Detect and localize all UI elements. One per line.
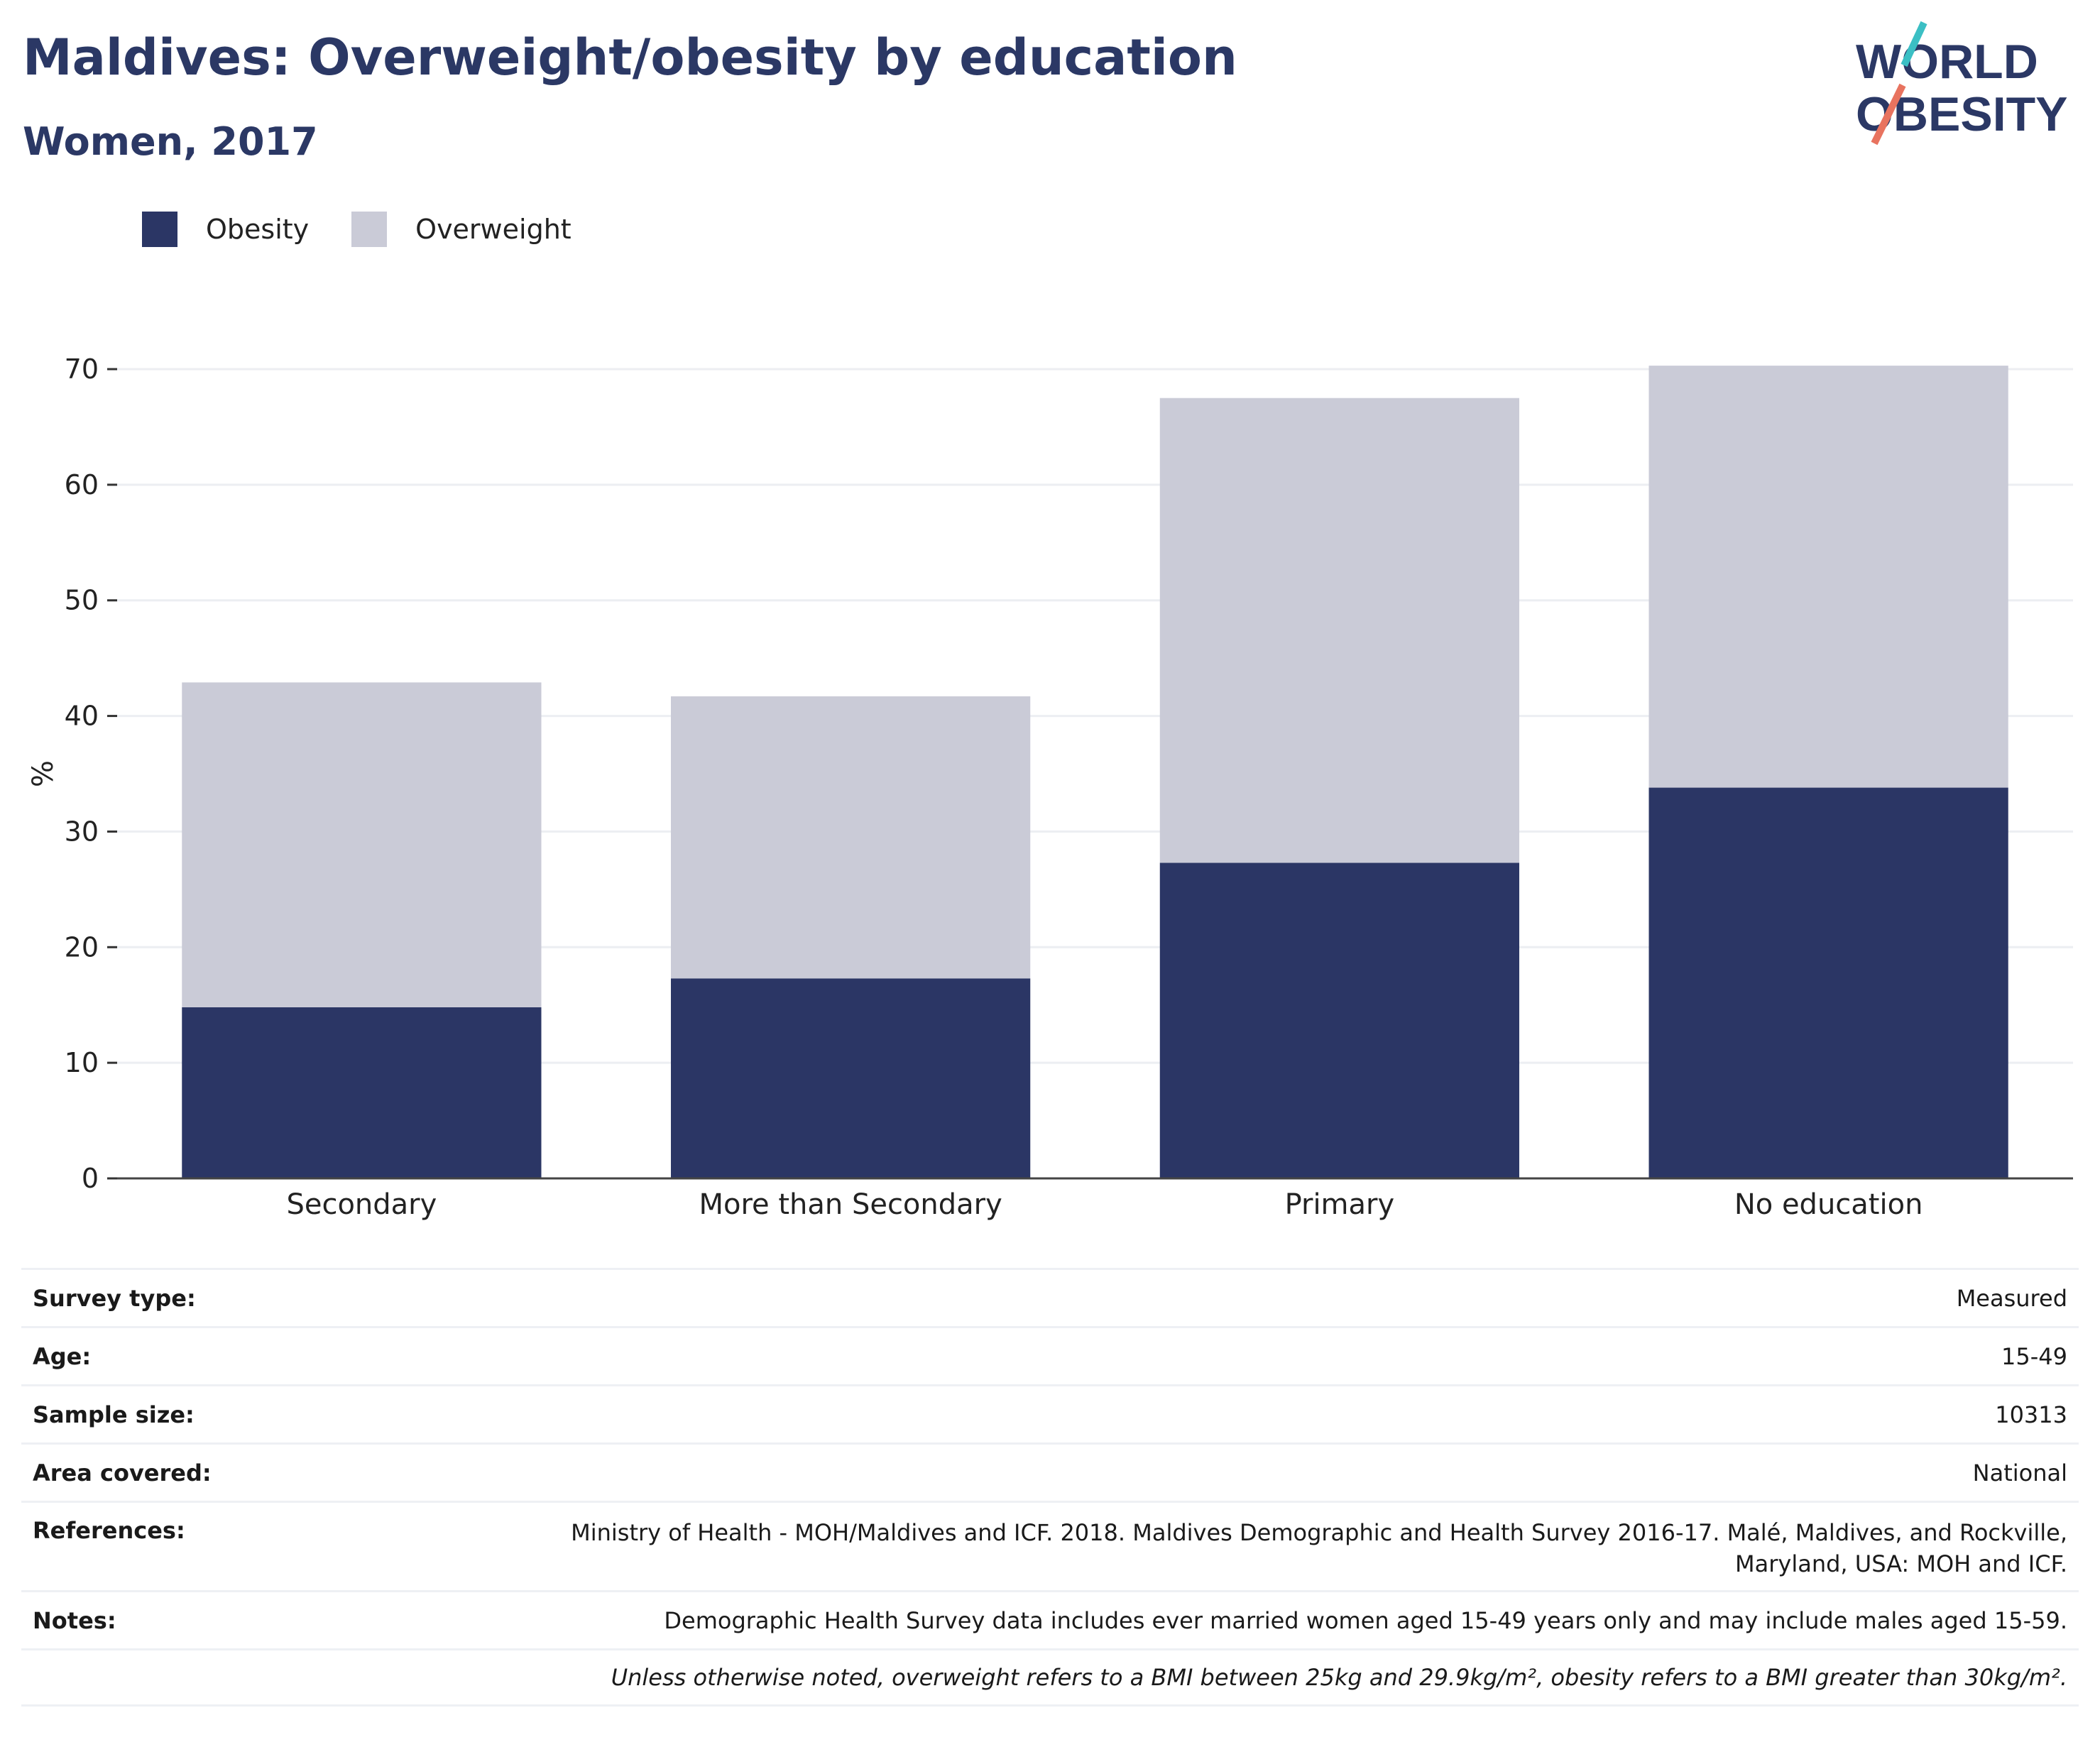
info-value: National — [1972, 1459, 2067, 1486]
info-value: Measured — [1956, 1284, 2067, 1312]
x-tick-label: More than Secondary — [699, 1188, 1002, 1221]
info-row-sample-size: Sample size: 10313 — [21, 1384, 2079, 1442]
y-tick-label: 20 — [65, 931, 99, 963]
legend-item-obesity[interactable]: Obesity — [142, 212, 309, 247]
x-tick-label: Secondary — [286, 1188, 437, 1221]
legend-label-obesity: Obesity — [206, 214, 310, 245]
legend-label-overweight: Overweight — [415, 214, 572, 245]
x-tick-label: Primary — [1285, 1188, 1395, 1221]
bar-obesity-secondary — [182, 1007, 542, 1178]
bar-obesity-primary — [1159, 862, 1519, 1178]
info-value: Demographic Health Survey data includes … — [664, 1606, 2067, 1634]
legend: Obesity Overweight — [142, 212, 614, 247]
y-axis-label: % — [27, 760, 60, 787]
info-row-age: Age: 15-49 — [21, 1326, 2079, 1384]
info-key: Age: — [33, 1342, 92, 1370]
info-key: Survey type: — [33, 1284, 196, 1312]
y-tick-label: 0 — [82, 1163, 99, 1194]
info-row-area-covered: Area covered: National — [21, 1442, 2079, 1501]
legend-swatch-obesity — [142, 212, 177, 247]
info-value: 10313 — [1995, 1401, 2067, 1428]
info-row-notes: Notes: Demographic Health Survey data in… — [21, 1590, 2079, 1648]
y-tick-label: 60 — [65, 469, 99, 500]
bar-chart: 0 10 20 30 40 50 60 70% Secondary More than Secon… — [27, 354, 2073, 1221]
footnote: Unless otherwise noted, overweight refer… — [611, 1664, 2067, 1691]
info-row-survey-type: Survey type: Measured — [21, 1268, 2079, 1326]
x-tick-label: No education — [1734, 1188, 1923, 1221]
bar-overweight-more-than-secondary — [671, 696, 1031, 979]
bar-overweight-no-education — [1648, 366, 2008, 788]
y-tick-label: 40 — [65, 701, 99, 732]
legend-item-overweight[interactable]: Overweight — [351, 212, 572, 247]
y-tick-label: 30 — [65, 816, 99, 847]
logo-slash-top — [1901, 21, 1927, 67]
y-tick-label: 70 — [65, 354, 99, 385]
survey-info-table: Survey type: Measured Age: 15-49 Sample … — [21, 1268, 2079, 1707]
info-key: Area covered: — [33, 1459, 212, 1486]
info-key: Sample size: — [33, 1401, 195, 1428]
bar-overweight-secondary — [182, 682, 542, 1007]
bar-obesity-more-than-secondary — [671, 978, 1031, 1178]
info-key: References: — [33, 1517, 185, 1544]
y-tick-label: 50 — [65, 585, 99, 616]
chart-title: Maldives: Overweight/obesity by educatio… — [23, 28, 1237, 87]
bar-overweight-primary — [1159, 398, 1519, 863]
logo-line1: WORLD — [1856, 35, 2038, 89]
info-value: Ministry of Health - MOH/Maldives and IC… — [571, 1519, 2067, 1577]
world-obesity-logo: WORLD OBESITY — [1856, 21, 2068, 146]
logo-slash-bottom — [1871, 83, 1906, 146]
y-tick-label: 10 — [65, 1047, 99, 1078]
info-row-references: References: Ministry of Health - MOH/Mal… — [21, 1501, 2079, 1590]
bar-obesity-no-education — [1648, 787, 2008, 1178]
info-row-footnote: Unless otherwise noted, overweight refer… — [21, 1648, 2079, 1707]
chart-subtitle: Women, 2017 — [23, 119, 318, 164]
legend-swatch-overweight — [351, 212, 388, 247]
info-key: Notes: — [33, 1606, 116, 1634]
info-value: 15-49 — [2001, 1342, 2067, 1370]
